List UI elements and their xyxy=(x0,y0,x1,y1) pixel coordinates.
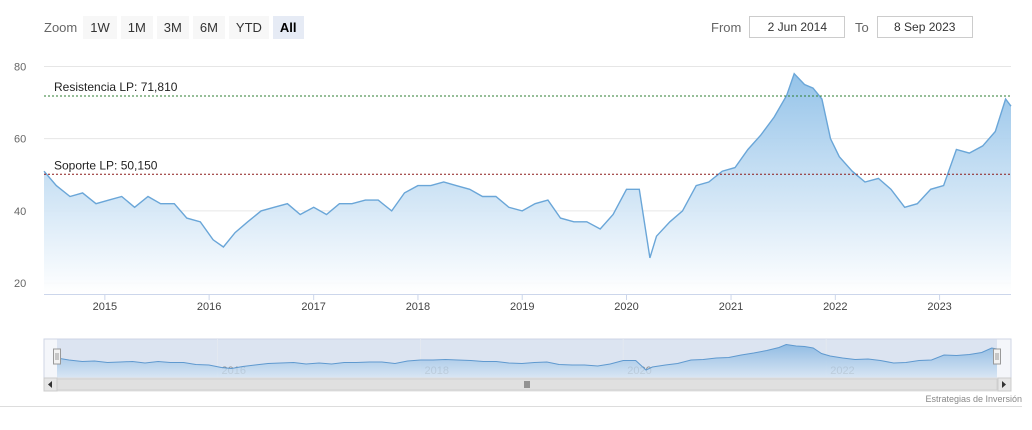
range-to: To 8 Sep 2023 xyxy=(855,16,973,38)
x-tick-label: 2021 xyxy=(719,301,743,313)
navigator-left-handle[interactable] xyxy=(53,348,61,365)
y-tick-label: 80 xyxy=(14,61,26,73)
zoom-3m-button[interactable]: 3M xyxy=(156,16,189,39)
y-tick-label: 40 xyxy=(14,206,26,218)
series-area xyxy=(44,73,1011,294)
to-date-input[interactable]: 8 Sep 2023 xyxy=(876,16,973,38)
to-label: To xyxy=(855,19,869,35)
navigator-line xyxy=(56,343,998,371)
from-date-input[interactable]: 2 Jun 2014 xyxy=(749,16,846,38)
zoom-label: Zoom xyxy=(44,20,78,35)
x-tick-label: 2019 xyxy=(510,301,534,313)
scroll-right-arrow-icon xyxy=(1002,381,1006,388)
x-tick-label: 2023 xyxy=(927,301,951,313)
scroll-left-arrow-icon xyxy=(48,381,52,388)
range-from: From 2 Jun 2014 xyxy=(711,16,846,38)
credit-label: Estrategias de Inversión xyxy=(925,394,1022,404)
x-tick-label: 2020 xyxy=(614,301,638,313)
resistance-label: Resistencia LP: 71,810 xyxy=(54,80,178,94)
y-tick-label: 20 xyxy=(14,278,26,290)
x-tick-label: 2015 xyxy=(93,301,117,313)
x-tick-label: 2016 xyxy=(197,301,221,313)
bottom-divider xyxy=(0,406,1022,407)
x-tick-label: 2017 xyxy=(301,301,325,313)
from-label: From xyxy=(711,19,742,35)
zoom-bar: Zoom 1W 1M 3M 6M YTD All xyxy=(44,16,304,39)
x-tick-label: 2022 xyxy=(823,301,847,313)
x-tick-label: 2018 xyxy=(406,301,430,313)
zoom-6m-button[interactable]: 6M xyxy=(192,16,225,39)
zoom-1m-button[interactable]: 1M xyxy=(120,16,153,39)
zoom-1w-button[interactable]: 1W xyxy=(83,16,117,39)
navigator-right-handle[interactable] xyxy=(993,348,1001,365)
y-tick-label: 60 xyxy=(14,134,26,146)
series-line xyxy=(43,72,1012,259)
navigator-area xyxy=(57,344,997,378)
support-label: Soporte LP: 50,150 xyxy=(54,158,158,172)
zoom-ytd-button[interactable]: YTD xyxy=(228,16,269,39)
zoom-all-button[interactable]: All xyxy=(272,16,304,39)
